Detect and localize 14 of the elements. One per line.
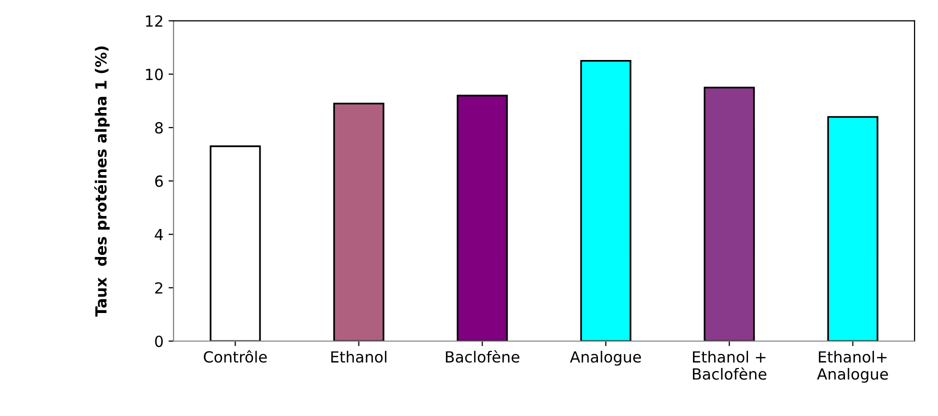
x-tick-label: Ethanol bbox=[331, 350, 386, 363]
x-tick-label: Baclofène bbox=[446, 350, 520, 363]
y-tick-label: 8 bbox=[155, 122, 163, 134]
y-tick-label: 4 bbox=[154, 229, 163, 240]
y-tick-label: 12 bbox=[146, 15, 162, 27]
x-tick-label: Ethanol + Baclofène bbox=[692, 350, 766, 380]
y-tick-label: 10 bbox=[146, 68, 163, 80]
x-tick-label: Analogue bbox=[570, 350, 641, 366]
y-tick-label: 0 bbox=[155, 336, 163, 348]
x-tick-label: Ethanol+ Analogue bbox=[816, 350, 888, 383]
y-tick-label: 6 bbox=[155, 175, 163, 187]
y-axis-title: Taux des protéines alpha 1 (%) bbox=[94, 46, 110, 317]
x-tick-label: Contrôle bbox=[204, 350, 267, 363]
y-tick-label: 2 bbox=[155, 282, 162, 294]
